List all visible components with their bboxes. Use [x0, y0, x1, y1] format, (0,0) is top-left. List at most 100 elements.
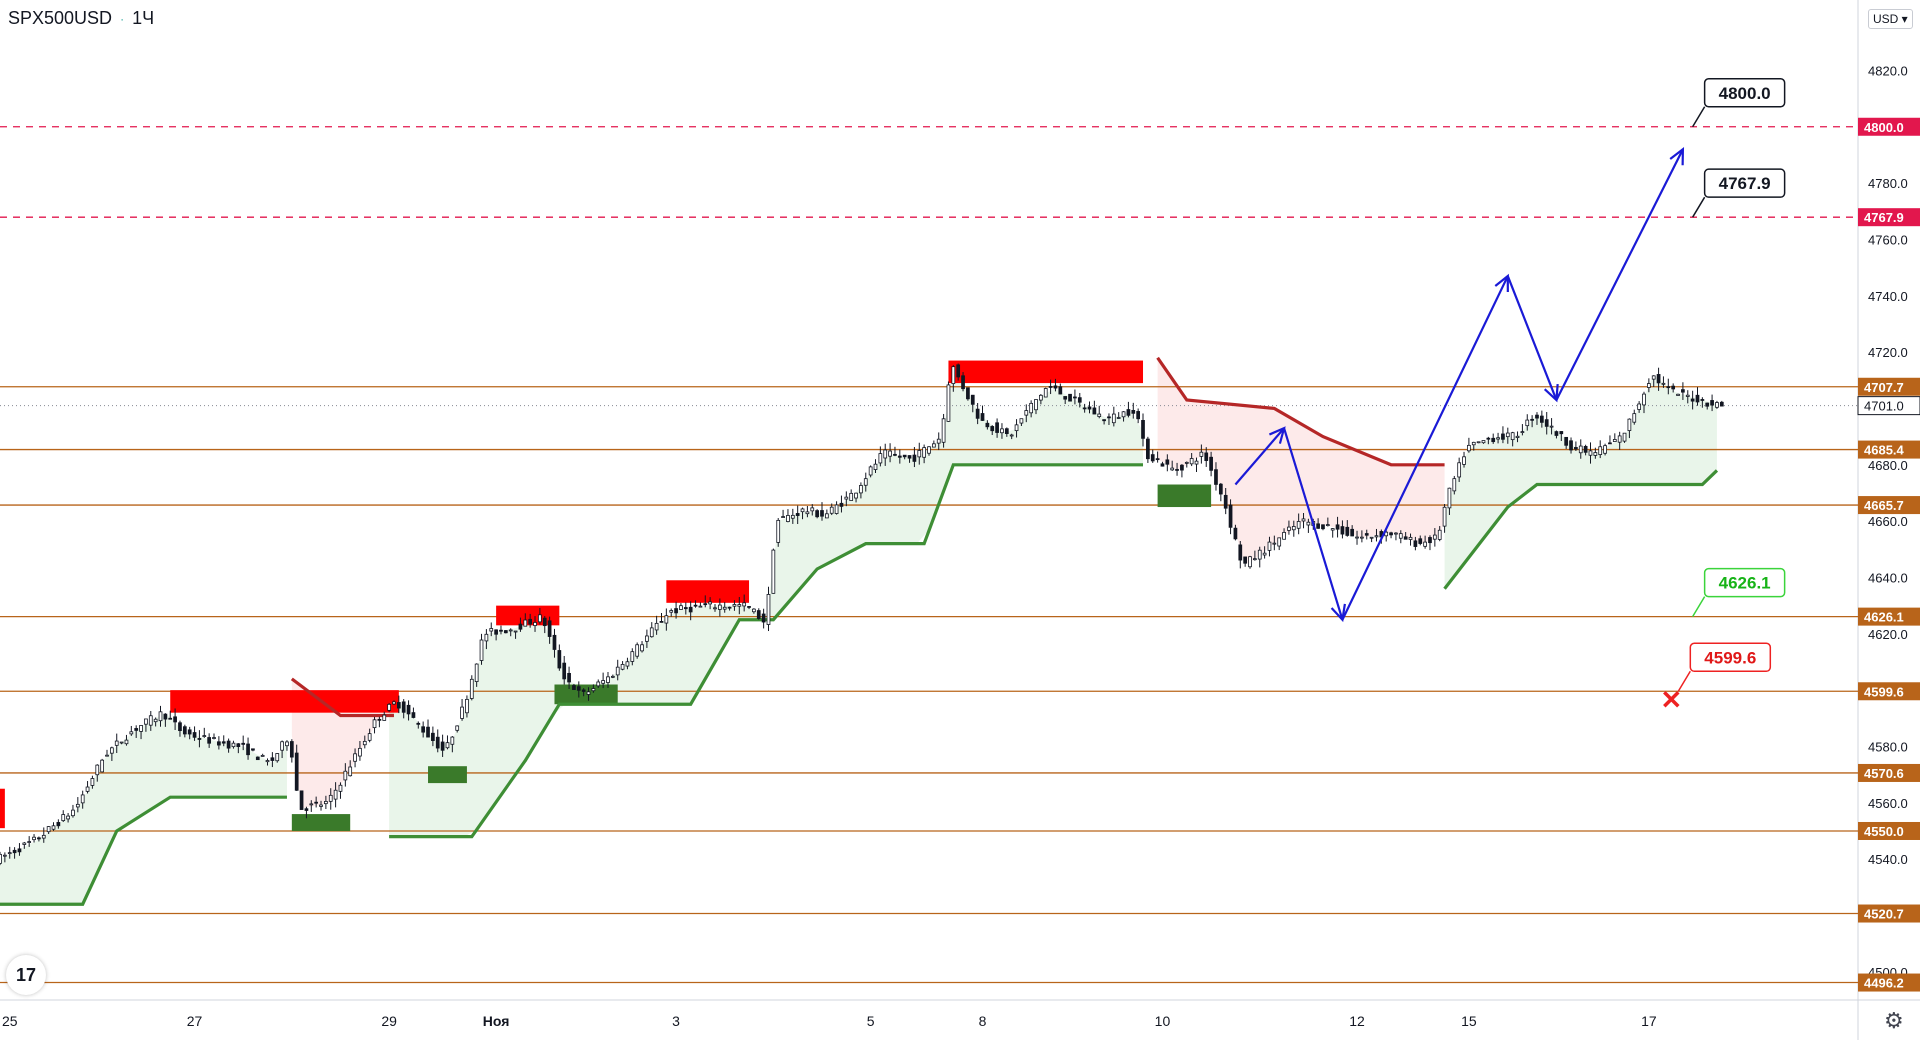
- candle-body: [119, 741, 124, 744]
- candle-body: [795, 513, 800, 516]
- candle-body: [1000, 428, 1004, 434]
- candle-body: [1048, 386, 1053, 388]
- candle-body: [1073, 396, 1077, 399]
- candle: [1180, 464, 1184, 478]
- candle: [966, 387, 970, 401]
- candle-body: [873, 463, 878, 470]
- candle-body: [1432, 534, 1437, 540]
- candle: [1471, 441, 1476, 451]
- level-price-tag-8-bg: [1858, 973, 1920, 992]
- candle-body: [71, 809, 75, 817]
- candle: [328, 788, 333, 810]
- candle: [1150, 449, 1155, 463]
- candle-body: [1476, 441, 1481, 444]
- candle: [820, 502, 824, 521]
- candle: [1505, 427, 1510, 444]
- candle: [591, 684, 596, 693]
- candle-body: [114, 740, 119, 746]
- candle-body: [1530, 418, 1534, 421]
- candle: [1486, 436, 1491, 445]
- target-price-tag-0-bg: [1858, 117, 1920, 136]
- candle: [1160, 461, 1165, 467]
- candle: [1442, 504, 1447, 533]
- candle-body: [1510, 432, 1515, 441]
- candle: [640, 641, 644, 653]
- candle-body: [309, 803, 314, 806]
- candle: [1432, 528, 1437, 547]
- candle: [1622, 432, 1627, 443]
- candle: [1218, 482, 1223, 502]
- candle-body: [868, 466, 873, 476]
- candle: [1656, 367, 1661, 391]
- candle: [732, 600, 737, 611]
- candle: [800, 507, 805, 520]
- candle: [693, 600, 698, 608]
- resistance-box-4: [0, 788, 5, 829]
- candle-body: [897, 455, 902, 458]
- candle: [265, 758, 270, 766]
- candle-body: [523, 619, 528, 627]
- candle-body: [1622, 432, 1627, 442]
- candle: [1715, 400, 1719, 409]
- candle: [139, 725, 143, 740]
- candle: [1111, 406, 1116, 427]
- candle-body: [674, 608, 678, 614]
- candle: [1627, 418, 1632, 439]
- candle: [786, 509, 790, 523]
- currency-selector[interactable]: USD ▾: [1868, 9, 1913, 29]
- symbol-name[interactable]: SPX500USD: [8, 8, 113, 28]
- candle: [917, 442, 922, 465]
- candle: [688, 601, 693, 621]
- candle: [528, 613, 533, 628]
- candle-body: [494, 629, 498, 635]
- support-box-2: [554, 684, 618, 705]
- x-tick-label: 17: [1641, 1013, 1657, 1029]
- candle-body: [343, 770, 348, 781]
- candle-body: [1301, 518, 1306, 522]
- candle: [1043, 387, 1048, 398]
- candle: [1476, 441, 1481, 444]
- candle-body: [1282, 532, 1286, 540]
- level-price-tag-4: 4599.6: [1864, 684, 1904, 699]
- tradingview-logo-icon[interactable]: 17: [6, 955, 46, 995]
- level-price-tag-7: 4520.7: [1864, 907, 1904, 922]
- candle: [1131, 402, 1136, 419]
- candle-body: [406, 704, 411, 715]
- candle-body: [970, 394, 975, 405]
- candle-body: [1296, 521, 1301, 529]
- candle: [187, 726, 192, 740]
- candle: [1063, 396, 1068, 405]
- candle-body: [168, 717, 173, 720]
- candle-body: [1175, 469, 1179, 471]
- candle-body: [1097, 413, 1102, 417]
- level-price-tag-3: 4626.1: [1864, 610, 1904, 625]
- candle: [1194, 457, 1199, 472]
- candle-body: [241, 742, 246, 745]
- candle: [1520, 424, 1525, 436]
- candle-body: [12, 849, 17, 854]
- timeframe-label[interactable]: 1Ч: [132, 8, 155, 28]
- candle-body: [1486, 437, 1491, 440]
- candle-body: [124, 739, 129, 745]
- candle-body: [367, 733, 372, 741]
- candle: [834, 501, 839, 515]
- candle-body: [1418, 538, 1423, 544]
- candle-body: [319, 804, 323, 807]
- candle-body: [1340, 526, 1345, 535]
- candle: [854, 492, 858, 503]
- callout-box-0: [1703, 78, 1786, 108]
- candle-body: [1612, 439, 1617, 442]
- candle-body: [105, 754, 109, 757]
- candle: [3, 852, 7, 863]
- candle-body: [187, 729, 192, 735]
- level-price-tag-3-bg: [1858, 607, 1920, 626]
- candle-body: [148, 715, 153, 726]
- candle: [1121, 411, 1126, 422]
- candle-body: [1355, 536, 1359, 539]
- gear-icon[interactable]: ⚙: [1884, 1008, 1904, 1033]
- candle: [66, 813, 70, 823]
- candle-body: [197, 738, 202, 740]
- candle: [508, 628, 513, 637]
- candle: [1394, 532, 1398, 541]
